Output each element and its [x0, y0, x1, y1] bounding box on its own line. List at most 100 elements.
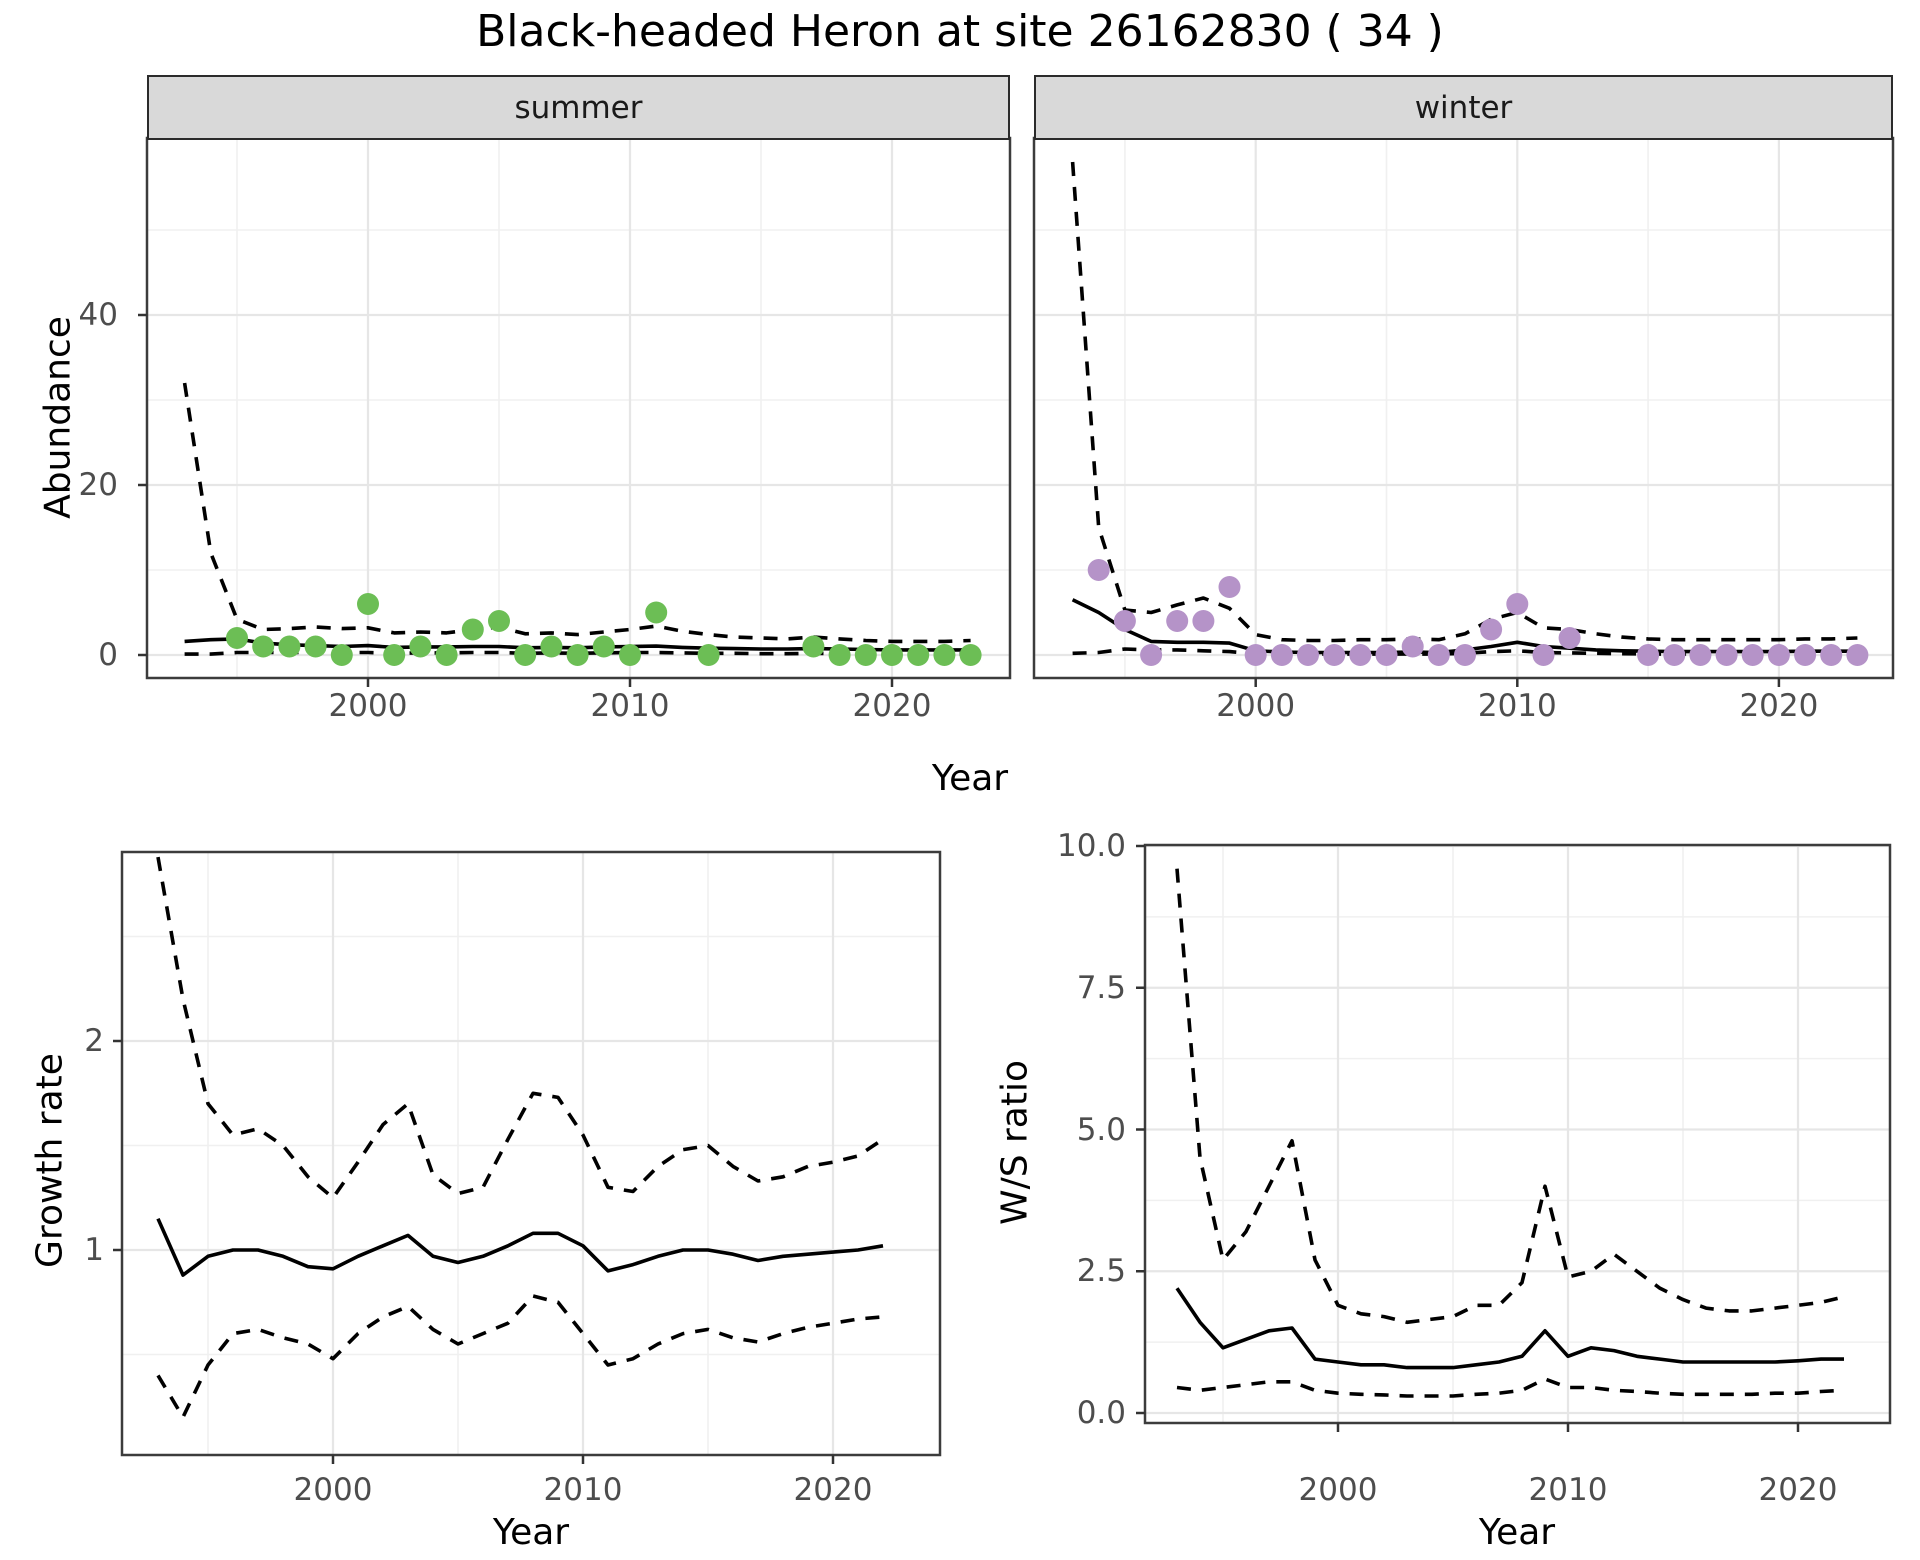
data-point: [461, 618, 484, 641]
facet-strip-summer: summer: [147, 75, 1010, 140]
data-point: [1715, 644, 1738, 666]
axis-ticks: [138, 313, 894, 687]
data-points: [1087, 559, 1869, 666]
x-tick-label: 2020: [852, 688, 932, 724]
data-point: [357, 593, 379, 615]
data-point: [1140, 644, 1163, 666]
y-tick-label: 1: [84, 1232, 104, 1268]
data-point: [383, 644, 406, 666]
data-point: [1323, 644, 1346, 666]
x-tick-label: 2000: [328, 688, 408, 724]
data-point: [1532, 644, 1555, 666]
data-point: [1767, 644, 1790, 666]
axis-ticks: [113, 1039, 835, 1464]
data-point: [959, 644, 982, 666]
data-point: [1218, 576, 1241, 598]
data-point: [1270, 644, 1293, 666]
data-point: [226, 627, 248, 649]
x-tick-label: 2000: [1216, 688, 1296, 724]
x-tick-label: 2020: [1758, 1472, 1838, 1508]
data-point: [1375, 644, 1398, 666]
series-lines: [156, 856, 885, 1419]
x-axis-title-year-ws: Year: [1478, 1512, 1556, 1553]
x-tick-label: 2000: [293, 1472, 373, 1508]
data-point: [1427, 644, 1450, 666]
series-fit: [1175, 1287, 1844, 1370]
data-point: [409, 635, 432, 658]
data-point: [697, 644, 720, 666]
x-tick-label: 2020: [793, 1472, 873, 1508]
panel-border: [1143, 843, 1892, 1425]
y-tick-label: 2.5: [1076, 1253, 1126, 1290]
page-title: Black-headed Heron at site 26162830 ( 34…: [476, 6, 1444, 57]
data-point: [435, 644, 458, 666]
x-axis-title-year-top: Year: [931, 758, 1009, 799]
data-point: [1192, 610, 1215, 632]
panel-background: [147, 138, 1010, 678]
panel-border: [120, 850, 942, 1457]
data-point: [1454, 644, 1476, 666]
panel-summer: [138, 136, 1012, 687]
data-point: [881, 644, 903, 666]
data-point: [1820, 644, 1843, 666]
panel-background: [122, 852, 940, 1455]
data-point: [1349, 644, 1372, 666]
data-point: [907, 644, 930, 666]
facet-strip-winter: winter: [1034, 75, 1893, 140]
data-point: [1480, 618, 1503, 641]
data-point: [1297, 644, 1319, 666]
series-ci_upper: [182, 382, 971, 644]
data-point: [1689, 644, 1712, 666]
data-point: [566, 644, 589, 666]
panel-background: [1145, 845, 1890, 1423]
data-point: [1166, 610, 1189, 632]
x-tick-label: 2020: [1739, 688, 1819, 724]
data-point: [304, 635, 327, 658]
series-ci_lower: [1176, 1377, 1845, 1398]
data-point: [540, 635, 563, 658]
data-point: [854, 644, 877, 666]
data-point: [278, 635, 301, 658]
series-ci_upper: [156, 856, 885, 1200]
series-ci_upper: [1070, 161, 1858, 643]
y-tick-label: 10.0: [1056, 828, 1126, 864]
data-point: [1663, 644, 1686, 666]
data-point: [1794, 644, 1817, 666]
data-point: [1244, 644, 1267, 666]
x-tick-label: 2010: [1477, 688, 1557, 724]
y-tick-label: 7.5: [1076, 969, 1126, 1006]
x-tick-label: 2010: [590, 688, 670, 724]
series-fit: [156, 1217, 884, 1277]
data-point: [645, 601, 668, 624]
data-point: [1558, 627, 1581, 649]
data-point: [514, 644, 537, 666]
data-point: [1741, 644, 1764, 666]
panel-background: [1034, 138, 1893, 678]
y-tick-label: 0: [98, 637, 118, 673]
data-point: [1637, 644, 1660, 666]
panel-ws: [1136, 843, 1892, 1432]
y-tick-label: 2: [84, 1023, 104, 1059]
y-tick-label: 40: [78, 297, 118, 333]
x-axis-title-year-growth: Year: [492, 1512, 570, 1553]
series-lines: [1175, 868, 1845, 1398]
data-point: [802, 635, 825, 658]
panel-growth: [113, 850, 942, 1464]
data-point: [1846, 644, 1869, 666]
data-point: [252, 635, 275, 658]
data-point: [828, 644, 851, 666]
x-tick-label: 2010: [1528, 1472, 1608, 1508]
facet-label-summer: summer: [514, 89, 643, 126]
series-ci_lower: [156, 1294, 884, 1419]
data-point: [1506, 593, 1529, 615]
y-tick-label: 20: [78, 467, 118, 503]
data-point: [488, 610, 510, 632]
data-point: [1087, 559, 1110, 581]
facet-label-winter: winter: [1414, 89, 1513, 126]
series-ci_upper: [1175, 868, 1845, 1325]
x-tick-label: 2010: [543, 1472, 623, 1508]
data-point: [933, 644, 956, 666]
x-tick-label: 2000: [1298, 1472, 1378, 1508]
